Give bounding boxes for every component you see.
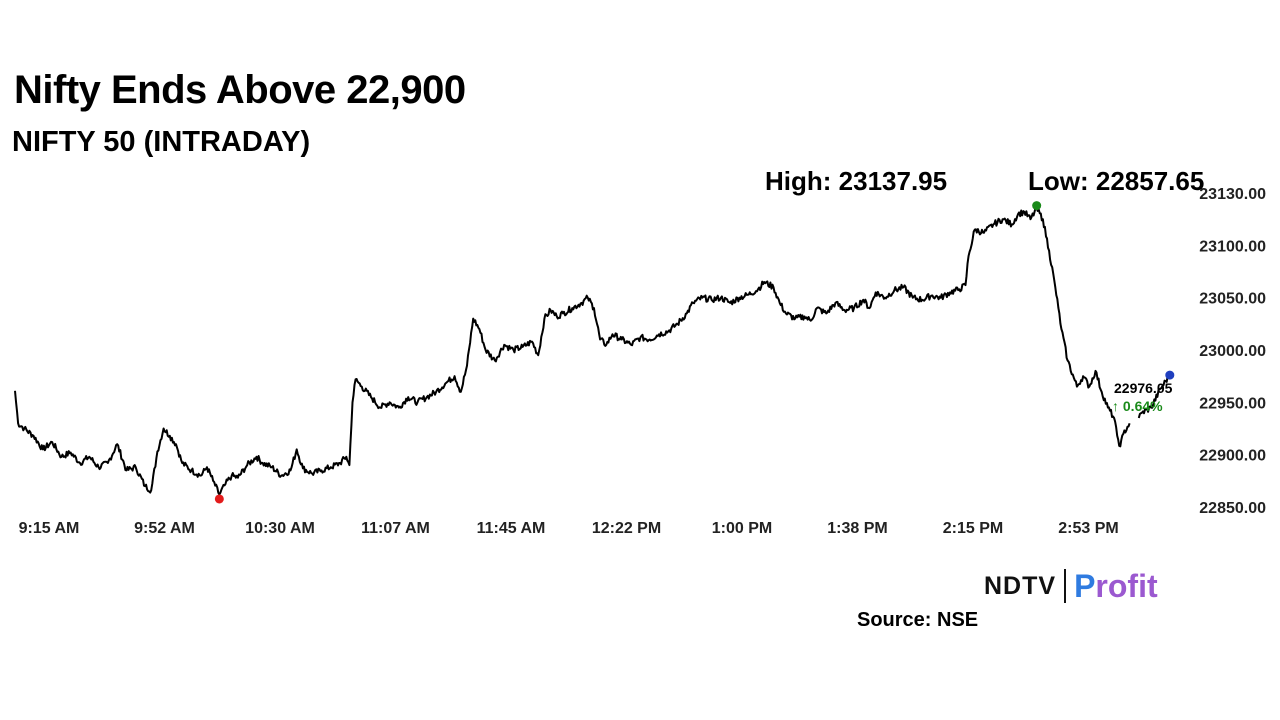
x-tick-label: 11:45 AM xyxy=(477,520,546,537)
x-tick-label: 12:22 PM xyxy=(592,520,661,537)
markers xyxy=(214,201,1175,504)
y-tick-label: 22900.00 xyxy=(1199,448,1266,465)
x-tick-label: 9:15 AM xyxy=(19,520,80,537)
x-tick-label: 10:30 AM xyxy=(245,520,315,537)
source-note: Source: NSE xyxy=(857,609,979,631)
high-marker xyxy=(1032,201,1042,211)
y-tick-label: 22850.00 xyxy=(1199,500,1266,517)
y-tick-label: 23100.00 xyxy=(1199,238,1266,255)
x-axis-labels: 9:15 AM 9:52 AM 10:30 AM 11:07 AM 11:45 AM 12… xyxy=(19,520,1119,537)
x-tick-label: 1:00 PM xyxy=(712,520,772,537)
y-tick-label: 23050.00 xyxy=(1199,291,1266,308)
x-tick-label: 2:15 PM xyxy=(943,520,1003,537)
price-line-segment-2 xyxy=(1137,374,1171,419)
y-axis-labels: 22850.00 22900.00 22950.00 23000.00 23050.00… xyxy=(1199,186,1266,517)
x-tick-label: 1:38 PM xyxy=(827,520,887,537)
price-line-segment-1 xyxy=(14,206,1131,496)
x-tick-label: 2:53 PM xyxy=(1058,520,1118,537)
y-tick-label: 23130.00 xyxy=(1199,186,1266,203)
chart-subtitle: NIFTY 50 (INTRADAY) xyxy=(12,126,311,158)
last-price-marker xyxy=(1165,370,1175,380)
chart-title: Nifty Ends Above 22,900 xyxy=(14,68,466,112)
ndtv-profit-logo: NDTV Profit xyxy=(984,566,1158,606)
price-series xyxy=(14,206,1171,496)
y-tick-label: 22950.00 xyxy=(1199,395,1266,412)
logo-profit-text: Profit xyxy=(1074,568,1158,605)
last-price-label: 22976.05 xyxy=(1114,380,1173,396)
logo-profit-p: P xyxy=(1074,567,1096,604)
low-label: Low: 22857.65 xyxy=(1028,166,1205,196)
x-tick-label: 11:07 AM xyxy=(361,520,430,537)
last-change-label: ↑ 0.64% xyxy=(1112,398,1163,414)
low-marker xyxy=(214,494,224,504)
y-tick-label: 23000.00 xyxy=(1199,343,1266,360)
logo-ndtv-text: NDTV xyxy=(984,571,1057,600)
logo-divider xyxy=(1064,569,1067,603)
x-tick-label: 9:52 AM xyxy=(134,520,195,537)
logo-profit-rest: rofit xyxy=(1095,567,1158,604)
high-label: High: 23137.95 xyxy=(765,166,948,196)
